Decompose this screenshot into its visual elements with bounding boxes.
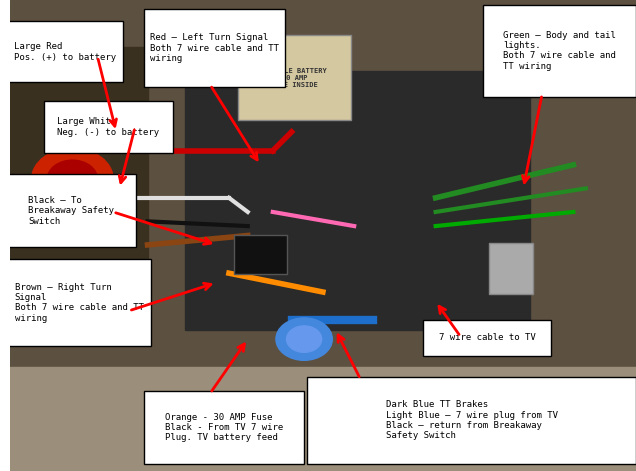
FancyBboxPatch shape	[238, 35, 351, 120]
Text: Large Red
Pos. (+) to battery: Large Red Pos. (+) to battery	[14, 42, 116, 62]
Bar	[185, 71, 530, 330]
Text: Black – To
Breakaway Safety
Switch: Black – To Breakaway Safety Switch	[29, 196, 114, 226]
FancyBboxPatch shape	[423, 320, 551, 356]
Bar	[10, 367, 636, 471]
Text: Dark Blue TT Brakes
Light Blue – 7 wire plug from TV
Black – return from Breakaw: Dark Blue TT Brakes Light Blue – 7 wire …	[385, 400, 558, 440]
FancyBboxPatch shape	[307, 377, 636, 464]
Circle shape	[276, 318, 332, 360]
Text: 7 wire cable to TV: 7 wire cable to TV	[439, 333, 536, 342]
Circle shape	[287, 326, 322, 352]
Text: Orange - 30 AMP Fuse
Black - From TV 7 wire
Plug. TV battery feed: Orange - 30 AMP Fuse Black - From TV 7 w…	[165, 413, 284, 442]
Bar	[10, 47, 148, 306]
FancyBboxPatch shape	[144, 9, 286, 87]
FancyBboxPatch shape	[144, 391, 304, 464]
Text: Large White
Neg. (-) to battery: Large White Neg. (-) to battery	[57, 117, 160, 137]
Circle shape	[32, 148, 113, 210]
Text: Brown – Right Turn
Signal
Both 7 wire cable and TT
wiring: Brown – Right Turn Signal Both 7 wire ca…	[15, 283, 144, 323]
FancyBboxPatch shape	[234, 235, 287, 274]
FancyBboxPatch shape	[7, 174, 135, 247]
Circle shape	[47, 160, 97, 198]
Text: Red – Left Turn Signal
Both 7 wire cable and TT
wiring: Red – Left Turn Signal Both 7 wire cable…	[150, 33, 279, 63]
FancyBboxPatch shape	[7, 259, 151, 346]
FancyBboxPatch shape	[483, 5, 636, 97]
FancyBboxPatch shape	[7, 21, 123, 82]
FancyBboxPatch shape	[489, 243, 533, 294]
Text: VEHICLE BATTERY
30 AMP
FUSE INSIDE: VEHICLE BATTERY 30 AMP FUSE INSIDE	[263, 68, 327, 88]
Text: Green – Body and tail
lights.
Both 7 wire cable and
TT wiring: Green – Body and tail lights. Both 7 wir…	[503, 31, 616, 71]
Text: OFF: OFF	[66, 179, 78, 184]
FancyBboxPatch shape	[45, 101, 172, 153]
